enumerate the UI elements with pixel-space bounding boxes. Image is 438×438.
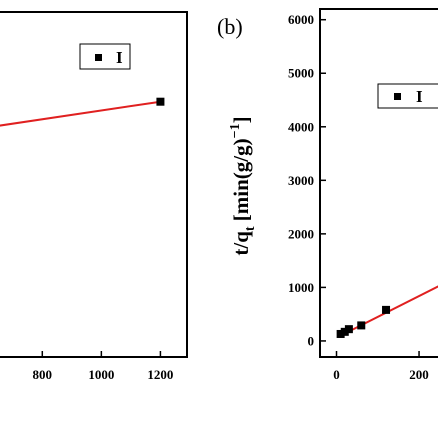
- panel-a: 800 1000 1200 I: [0, 11, 188, 382]
- panel-a-x-ticks: 800 1000 1200: [33, 351, 173, 382]
- panel-a-frame: [0, 11, 188, 358]
- y-tick-label: 0: [308, 333, 315, 348]
- y-axis-title: t/qt [min(g/g)−1]: [228, 116, 258, 255]
- y-axis-title-superscript: −1: [228, 123, 243, 138]
- y-tick-label: 1000: [288, 280, 314, 295]
- legend-box: [377, 83, 438, 109]
- data-point: [156, 97, 165, 106]
- y-axis-title-units: [min(g/g): [229, 138, 253, 226]
- y-axis-title-main: t/q: [229, 231, 253, 256]
- fit-line: [0, 100, 161, 127]
- legend-marker: [394, 93, 401, 100]
- x-tick-label: 1000: [88, 367, 114, 382]
- y-axis-title-end: ]: [229, 116, 253, 123]
- y-tick-label: 5000: [288, 66, 314, 81]
- panel-b-y-ticks: 0 1000 2000 3000 4000 5000 6000: [288, 12, 326, 348]
- x-tick-label: 800: [33, 367, 53, 382]
- panel-b-x-ticks: 0 200: [333, 351, 429, 382]
- panel-a-fit-lines: [0, 100, 161, 127]
- y-tick-label: 2000: [288, 226, 314, 241]
- x-tick-label: 1200: [147, 367, 173, 382]
- y-tick-label: 6000: [288, 12, 314, 27]
- legend-box: [79, 43, 131, 70]
- panel-b-legend: I: [377, 83, 438, 109]
- data-point: [344, 325, 353, 334]
- y-axis-title-subscript: t: [243, 226, 258, 231]
- legend-entry-label: I: [116, 48, 123, 67]
- panel-label-b: (b): [217, 14, 243, 39]
- panel-a-points: [156, 97, 165, 106]
- x-tick-label: 200: [409, 367, 429, 382]
- x-tick-label: 0: [333, 367, 340, 382]
- legend-marker: [95, 54, 102, 61]
- y-tick-label: 3000: [288, 173, 314, 188]
- data-point: [357, 321, 366, 330]
- panel-a-legend: I: [79, 43, 131, 70]
- panel-b-frame: [319, 8, 438, 358]
- data-point: [382, 305, 391, 314]
- panel-b: (b) 0 1000 2000 3000 4000 5000 6000 0 200 I t/q…: [217, 8, 438, 382]
- data-point: [340, 327, 349, 336]
- y-tick-label: 4000: [288, 119, 314, 134]
- legend-entry-label: I: [416, 87, 423, 106]
- panel-b-points: [336, 305, 391, 338]
- data-point: [336, 329, 345, 338]
